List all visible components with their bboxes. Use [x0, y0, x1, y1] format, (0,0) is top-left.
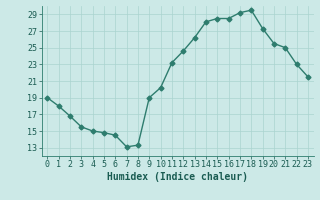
X-axis label: Humidex (Indice chaleur): Humidex (Indice chaleur) — [107, 172, 248, 182]
